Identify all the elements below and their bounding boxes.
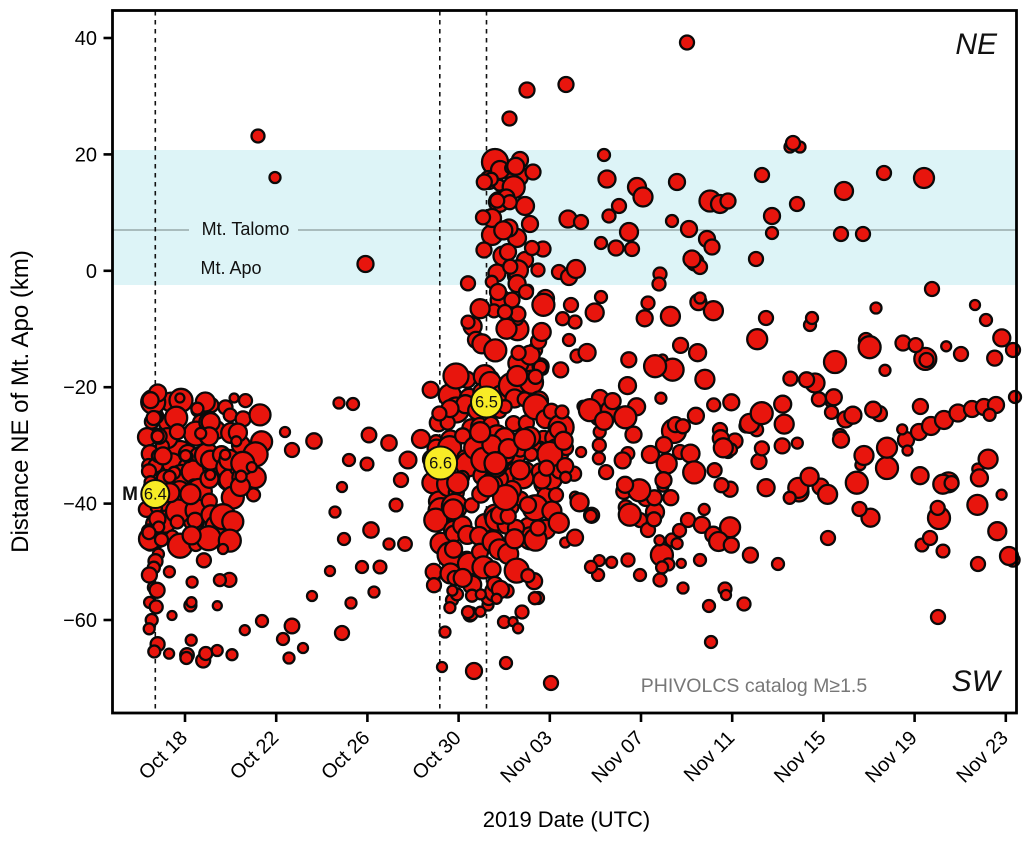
svg-text:Mt. Apo: Mt. Apo — [200, 258, 261, 278]
svg-text:NE: NE — [955, 28, 998, 61]
svg-text:PHIVOLCS catalog M≥1.5: PHIVOLCS catalog M≥1.5 — [641, 675, 868, 697]
svg-text:−20: −20 — [63, 377, 97, 399]
svg-text:0: 0 — [86, 261, 97, 283]
svg-text:6.4: 6.4 — [144, 486, 167, 504]
svg-text:M: M — [122, 484, 138, 505]
svg-text:−40: −40 — [63, 494, 97, 516]
svg-text:6.6: 6.6 — [429, 455, 452, 473]
svg-text:−60: −60 — [63, 610, 97, 632]
svg-text:SW: SW — [952, 665, 1003, 698]
svg-text:2019 Date (UTC): 2019 Date (UTC) — [483, 807, 651, 832]
svg-text:Mt. Talomo: Mt. Talomo — [202, 219, 290, 239]
svg-text:6.5: 6.5 — [475, 394, 498, 412]
svg-text:20: 20 — [75, 144, 97, 166]
svg-text:Distance NE of Mt. Apo (km): Distance NE of Mt. Apo (km) — [7, 250, 34, 553]
svg-text:40: 40 — [75, 28, 97, 50]
